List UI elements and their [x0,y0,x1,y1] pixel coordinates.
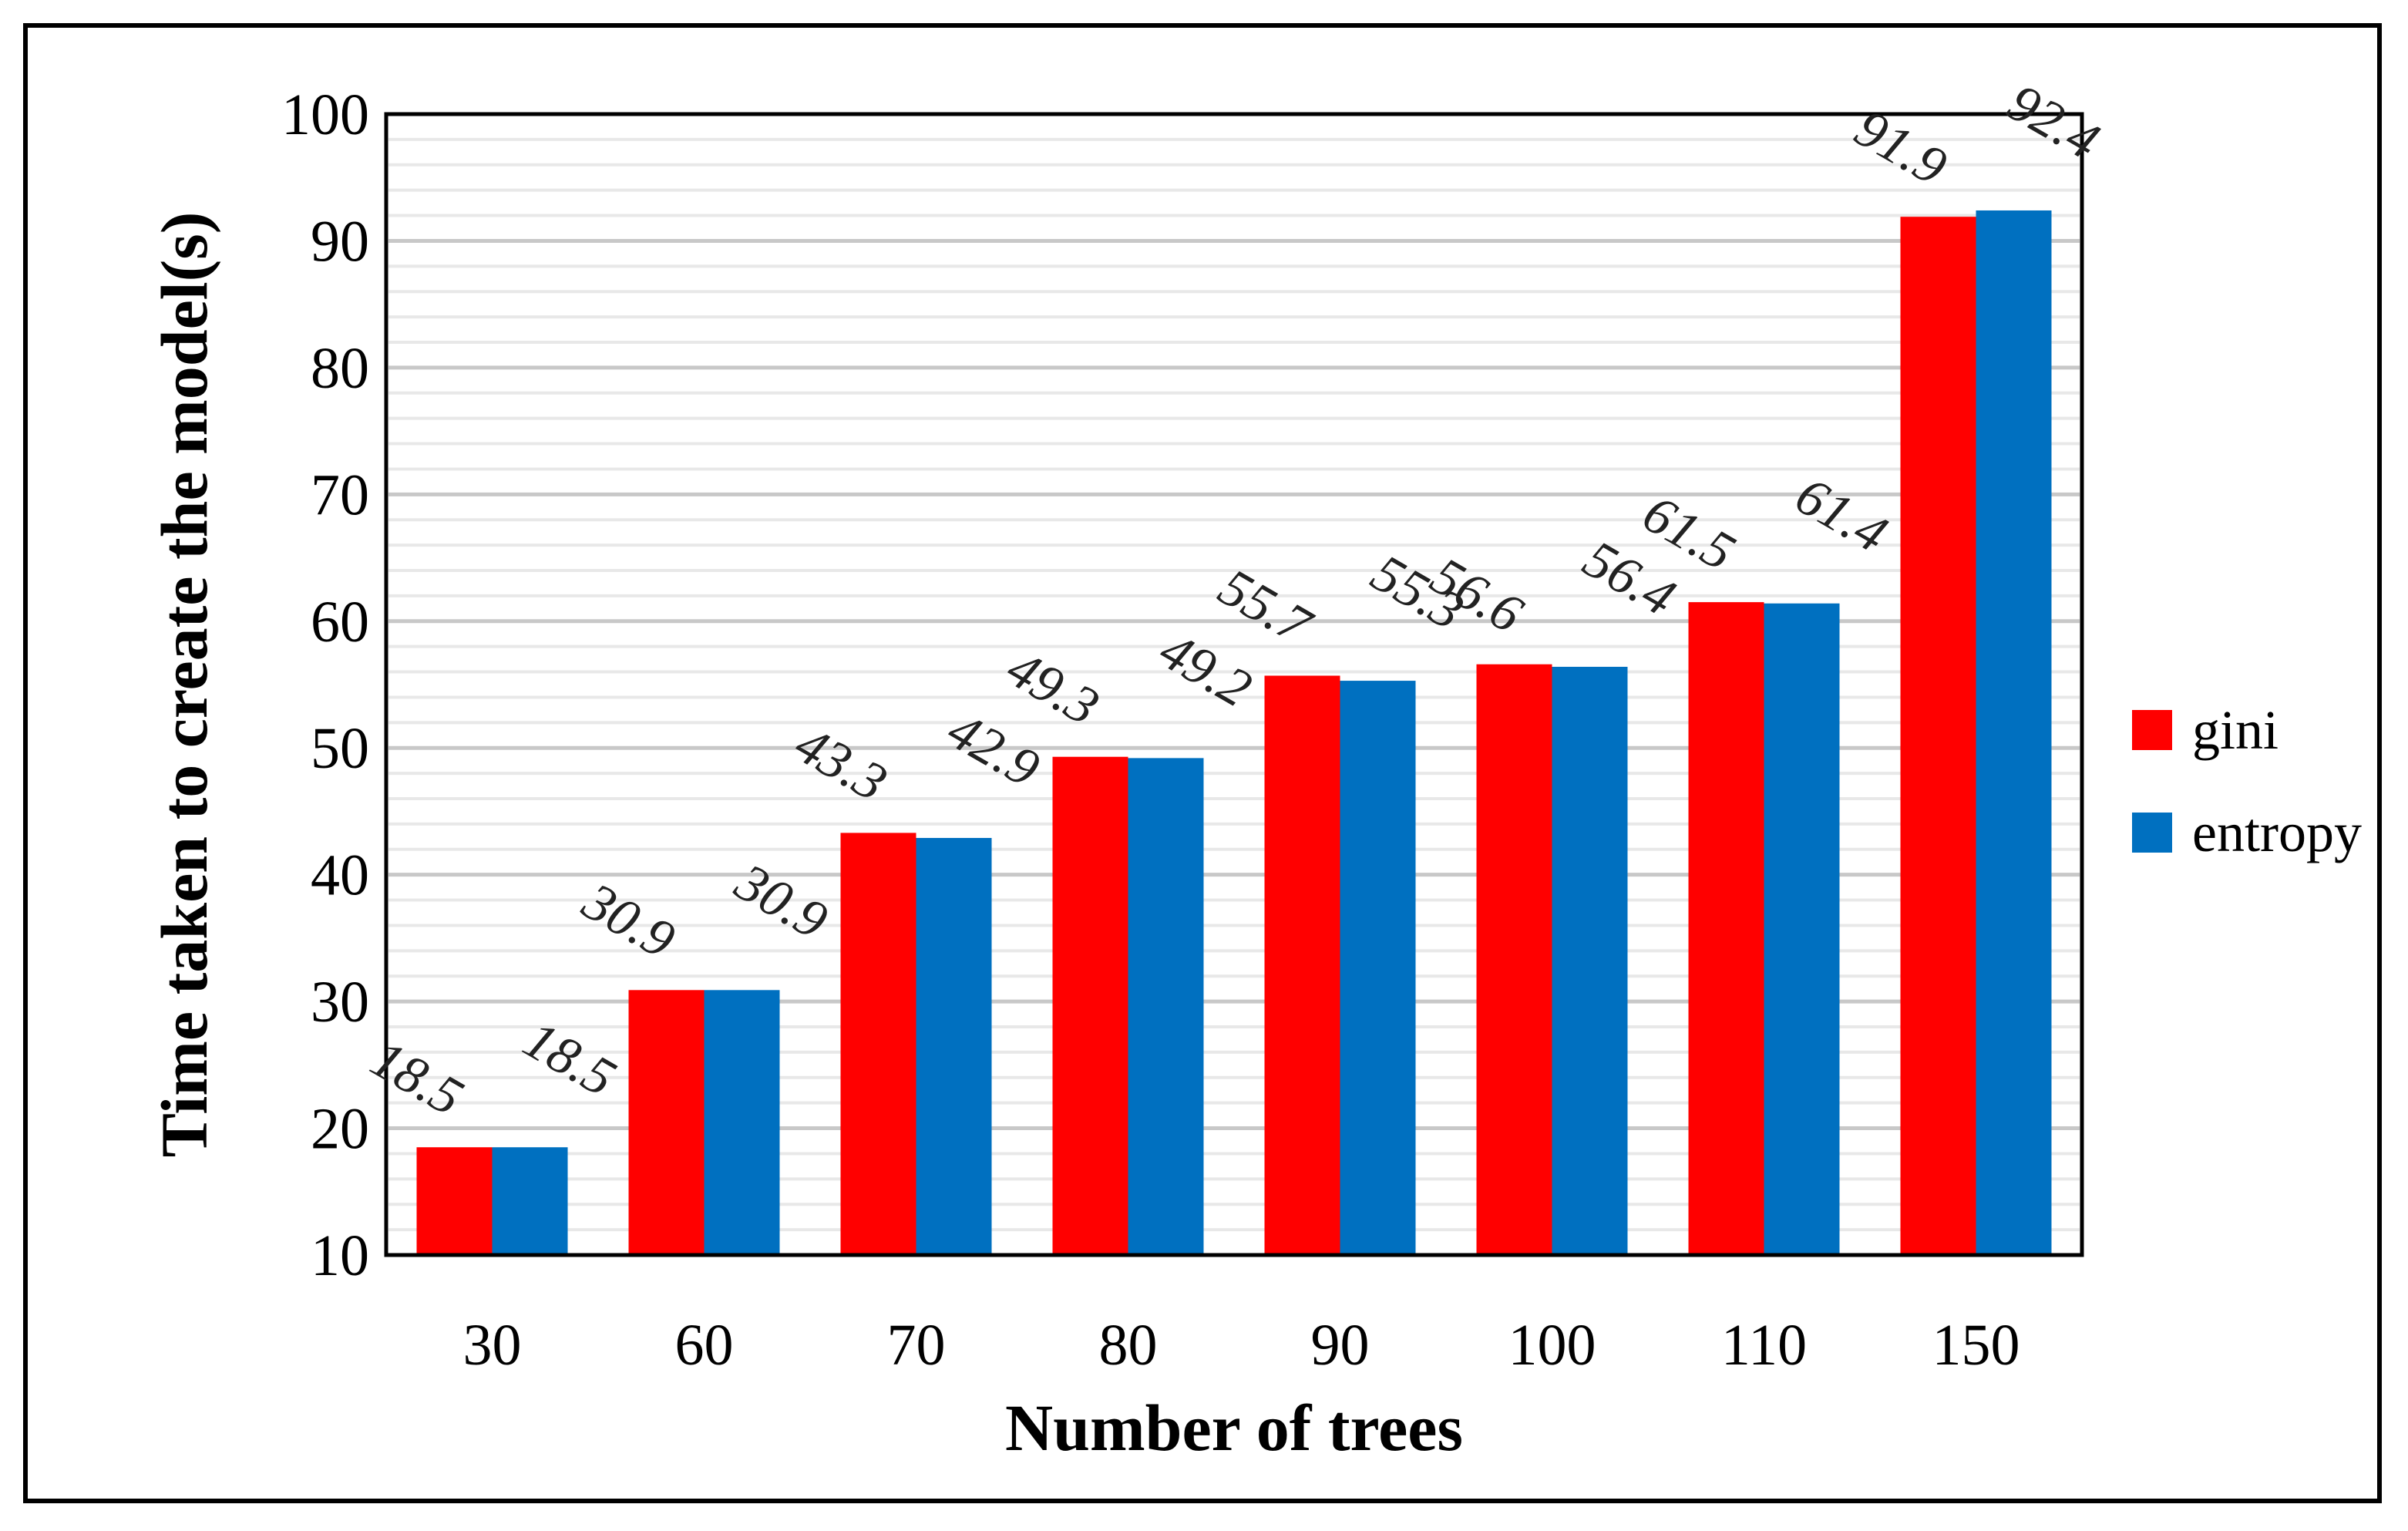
y-tick-label: 10 [311,1223,369,1288]
x-tick-label: 110 [1721,1313,1807,1378]
y-axis-ticks: 10 20 30 40 50 60 70 80 90 100 [281,82,369,1288]
y-axis-title: Time taken to create the model(s) [147,212,221,1158]
bar-gini-60 [628,990,705,1255]
legend-swatch-entropy [2132,813,2172,853]
chart-frame: 18.5 18.5 30.9 30.9 43.3 42.9 49.3 49.2 55.7 55.3… [23,23,2382,1503]
bar-entropy-90 [1340,681,1416,1255]
bar-gini-80 [1052,756,1128,1255]
bar-entropy-80 [1128,758,1204,1255]
y-tick-label: 100 [281,82,369,147]
x-tick-label: 30 [463,1313,522,1378]
bar-entropy-30 [492,1147,568,1255]
y-tick-label: 40 [311,843,369,908]
bar-gini-110 [1688,602,1764,1255]
bar-gini-30 [416,1147,493,1255]
bar-gini-100 [1476,664,1552,1255]
bar-entropy-70 [916,837,992,1255]
bar-entropy-100 [1552,666,1628,1255]
x-axis-ticks: 30 60 70 80 90 100 110 150 [463,1313,2020,1378]
bar-gini-90 [1264,675,1340,1255]
x-tick-label: 70 [887,1313,946,1378]
bar-entropy-60 [704,990,780,1255]
legend-label-entropy: entropy [2192,802,2362,863]
y-tick-label: 70 [311,463,369,527]
legend: gini entropy [2132,699,2362,863]
x-tick-label: 100 [1508,1313,1596,1378]
x-axis-title: Number of trees [1005,1391,1463,1465]
bar-chart: 18.5 18.530.9 30.943.3 42.949.3 49.255.7 55.3… [147,73,2362,1465]
legend-swatch-gini [2132,710,2172,750]
bar-entropy-110 [1764,603,1840,1255]
y-tick-label: 30 [311,970,369,1035]
bar-gini-150 [1900,217,1976,1256]
y-tick-label: 90 [311,209,369,274]
plot-border [384,112,2084,1257]
y-tick-label: 80 [311,336,369,401]
y-tick-label: 50 [311,716,369,781]
y-tick-label: 20 [311,1097,369,1162]
x-tick-label: 60 [675,1313,734,1378]
x-tick-label: 90 [1311,1313,1370,1378]
bar-entropy-150 [1976,210,2052,1255]
bar-gini-70 [840,833,916,1255]
x-tick-label: 80 [1099,1313,1158,1378]
bars [416,210,2052,1256]
legend-label-gini: gini [2192,699,2279,761]
y-tick-label: 60 [311,590,369,654]
x-tick-label: 150 [1932,1313,2020,1378]
